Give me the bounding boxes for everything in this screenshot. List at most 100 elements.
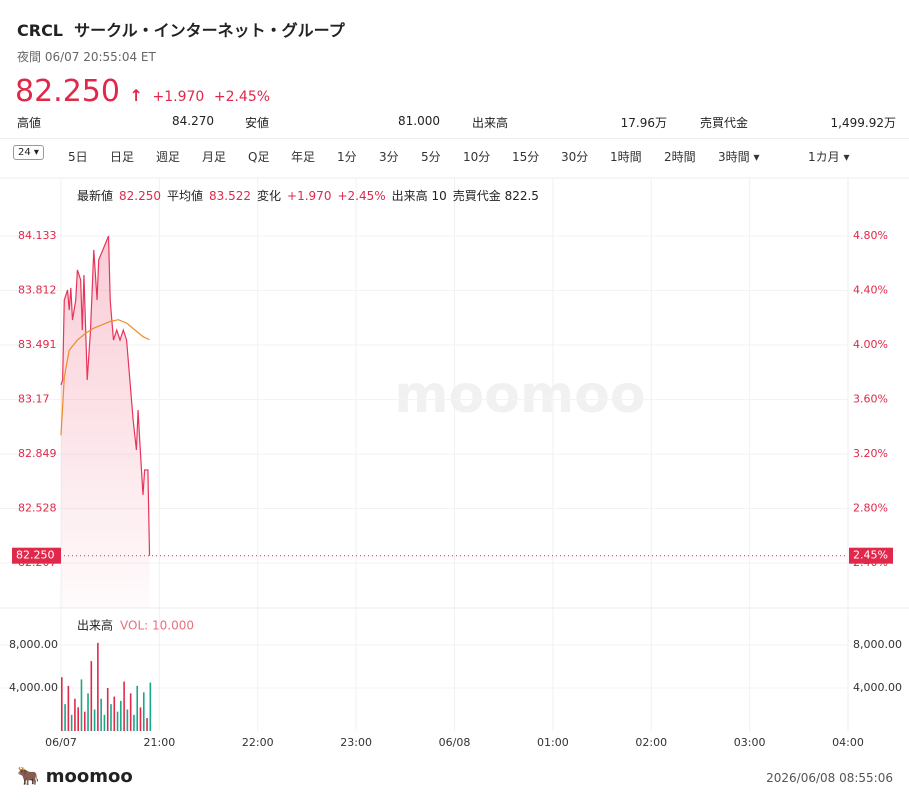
y-tick-label: 83.812 xyxy=(18,284,57,297)
tab[interactable]: 5日 xyxy=(68,150,88,164)
area xyxy=(61,236,150,608)
info-item: 82.250 xyxy=(119,189,162,203)
y2-tick-label: 8,000.00 xyxy=(853,638,902,651)
quote: 82.250 ↑ +1.970 +2.45% xyxy=(15,74,270,109)
volume-bar xyxy=(80,679,83,731)
tab[interactable]: 週足 xyxy=(156,150,181,164)
last-label-box xyxy=(12,547,61,564)
stat-value: 1,499.92万 xyxy=(830,116,896,130)
volume-bar xyxy=(139,707,142,731)
volume-bar xyxy=(133,714,135,731)
price: 82.250 xyxy=(15,74,120,109)
change: +1.970 xyxy=(152,89,205,105)
info-item: 変化 xyxy=(257,189,282,203)
x-tick-label: 03:00 xyxy=(734,736,766,749)
volume-bar xyxy=(90,661,93,731)
tab[interactable]: 15分 xyxy=(512,150,540,164)
tab[interactable]: 30分 xyxy=(561,150,589,164)
x-tick-label: 02:00 xyxy=(635,736,667,749)
stat-value: 84.270 xyxy=(172,114,214,128)
volume-bar xyxy=(103,714,106,731)
stat-value: 81.000 xyxy=(398,114,440,128)
volume-bar xyxy=(83,711,86,731)
y-tick-label: 83.491 xyxy=(18,338,57,351)
info-item: 83.522 xyxy=(209,189,252,203)
info-item: +2.45% xyxy=(337,189,386,203)
y2-tick-label: 4,000.00 xyxy=(853,681,902,694)
stat-value: 17.96万 xyxy=(620,116,667,130)
y-tick-label: 82.528 xyxy=(18,502,57,515)
x-tick-label: 22:00 xyxy=(242,736,274,749)
tab[interactable]: 2時間 xyxy=(664,150,696,164)
brand: 🐂 moomoo xyxy=(17,766,133,787)
price-line xyxy=(60,235,151,556)
volume-bar xyxy=(126,709,129,731)
session: 夜間 06/07 20:55:04 ET xyxy=(17,50,156,64)
x-tick-label: 04:00 xyxy=(832,736,864,749)
last-pct-box xyxy=(849,547,893,564)
volume-bar xyxy=(93,709,96,731)
divider xyxy=(0,138,909,139)
y2-tick-label: 3.20% xyxy=(853,447,888,460)
y-tick-label: 4,000.00 xyxy=(9,681,58,694)
volume-bar xyxy=(136,685,139,731)
volume-bar xyxy=(100,698,102,731)
x-tick-label: 01:00 xyxy=(537,736,569,749)
tab[interactable]: 年足 xyxy=(291,150,316,164)
info-bar: 最新値 82.250 平均値 83.522 変化 +1.970 +2.45% 出来高 10 売買… xyxy=(77,187,545,204)
stat-label: 安値 xyxy=(245,116,270,130)
info-item: +1.970 xyxy=(287,189,332,203)
tab[interactable]: 1カ月 ▾ xyxy=(808,150,850,164)
y2-tick-label: 4.40% xyxy=(853,284,888,297)
tab[interactable]: 3時間 ▾ xyxy=(718,150,760,164)
y-tick-label: 82.849 xyxy=(18,447,57,460)
y2-tick-label: 4.00% xyxy=(853,338,888,351)
volume-bar xyxy=(116,711,119,731)
time-icon[interactable]: 24 ▾ xyxy=(13,145,44,160)
volume-subtitle: VOL: 10.000 xyxy=(120,619,194,633)
volume-bar xyxy=(97,642,99,731)
tab[interactable]: Q足 xyxy=(248,150,270,164)
volume-bar xyxy=(149,682,152,731)
name: サークル・インターネット・グループ xyxy=(74,21,345,40)
info-item: 平均値 xyxy=(167,189,204,203)
arrow: ↑ xyxy=(129,86,143,105)
average-line xyxy=(60,319,150,436)
brand-text: moomoo xyxy=(45,766,133,787)
volume-bar xyxy=(67,685,70,731)
watermark: moomoo xyxy=(394,365,645,425)
x-tick-label: 23:00 xyxy=(340,736,372,749)
x-tick-label: 06/08 xyxy=(439,736,471,749)
tab[interactable]: 1分 xyxy=(337,150,357,164)
tab[interactable]: 10分 xyxy=(463,150,491,164)
tab[interactable]: 日足 xyxy=(110,150,135,164)
last-label: 82.250 xyxy=(16,549,55,562)
x-tick-label: 21:00 xyxy=(144,736,176,749)
volume-bar xyxy=(120,700,122,731)
tab[interactable]: 1時間 xyxy=(610,150,642,164)
volume-bar xyxy=(113,696,116,731)
volume-bar xyxy=(64,704,66,731)
y-tick-label: 84.133 xyxy=(18,229,57,242)
tab[interactable]: 5分 xyxy=(421,150,441,164)
tab[interactable]: 3分 xyxy=(379,150,399,164)
ticker: CRCL xyxy=(17,21,63,40)
y2-tick-label: 3.60% xyxy=(853,393,888,406)
info-item: 最新値 xyxy=(77,189,114,203)
volume-bar xyxy=(106,688,109,731)
volume-bar xyxy=(61,677,63,731)
y-tick-label: 8,000.00 xyxy=(9,638,58,651)
y2-tick-label: 2.80% xyxy=(853,502,888,515)
title: CRCL サークル・インターネット・グループ xyxy=(17,17,345,41)
volume-bar xyxy=(123,681,125,731)
tab[interactable]: 月足 xyxy=(202,150,227,164)
volume-bar xyxy=(142,692,145,731)
stat-label: 売買代金 xyxy=(700,116,749,130)
stat-label: 高値 xyxy=(17,116,42,130)
volume-bar xyxy=(146,718,148,731)
info-item: 売買代金 822.5 xyxy=(452,189,539,203)
timestamp: 2026/06/08 08:55:06 xyxy=(766,771,893,785)
volume-bar xyxy=(110,704,112,731)
